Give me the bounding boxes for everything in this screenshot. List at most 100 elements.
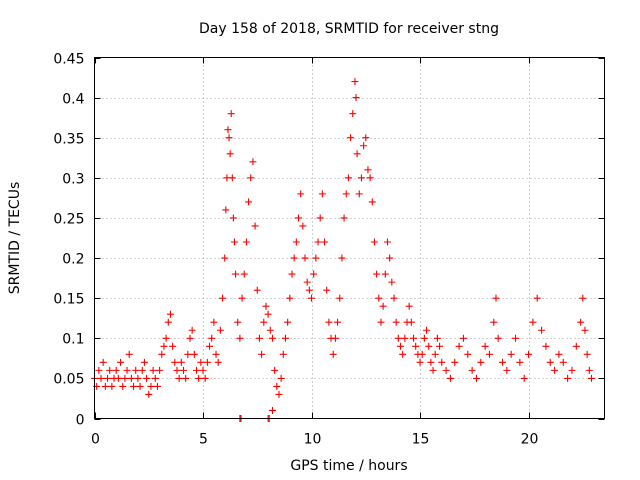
data-point — [216, 326, 224, 334]
data-point — [399, 350, 407, 358]
data-point — [175, 374, 183, 382]
data-point — [238, 294, 246, 302]
data-point — [143, 374, 151, 382]
data-point — [182, 374, 190, 382]
data-point — [149, 366, 157, 374]
data-point — [366, 174, 374, 182]
data-point — [429, 366, 437, 374]
data-point — [226, 150, 234, 158]
data-point — [188, 326, 196, 334]
data-point — [353, 150, 361, 158]
data-point — [134, 374, 142, 382]
data-point — [516, 358, 524, 366]
data-point — [342, 190, 350, 198]
data-point — [305, 286, 313, 294]
data-point — [95, 366, 103, 374]
data-point — [336, 294, 344, 302]
data-point — [364, 166, 372, 174]
data-point — [123, 366, 131, 374]
axis-ticks: 0 0.05 0.1 0.15 0.2 0.25 0.3 0.35 0.4 0.45 0 5 10 15 2… — [53, 52, 605, 448]
data-point — [101, 382, 109, 390]
data-point — [494, 334, 502, 342]
plot-frame — [94, 57, 605, 419]
data-point — [299, 222, 307, 230]
data-point — [357, 174, 365, 182]
x-tick-label: 20 — [521, 432, 539, 448]
data-point — [352, 94, 360, 102]
data-point — [199, 366, 207, 374]
data-point — [331, 334, 339, 342]
x-tick-label: 15 — [412, 432, 430, 448]
data-point — [585, 366, 593, 374]
data-point — [383, 238, 391, 246]
data-point — [132, 366, 140, 374]
data-point — [420, 334, 428, 342]
data-point — [323, 286, 331, 294]
x-tick-label: 5 — [199, 432, 208, 448]
data-point — [114, 374, 122, 382]
y-tick-label: 0.45 — [53, 52, 84, 68]
data-point — [525, 350, 533, 358]
data-point — [249, 158, 257, 166]
data-point — [318, 190, 326, 198]
data-points — [91, 78, 595, 422]
data-point — [266, 326, 274, 334]
data-point — [390, 294, 398, 302]
data-point — [171, 358, 179, 366]
data-point — [240, 270, 248, 278]
data-point — [572, 342, 580, 350]
y-tick-label: 0.2 — [62, 252, 84, 268]
data-point — [481, 342, 489, 350]
data-point — [197, 358, 205, 366]
data-point — [362, 134, 370, 142]
data-point — [442, 366, 450, 374]
data-point — [212, 350, 220, 358]
data-point — [121, 374, 129, 382]
data-point — [438, 358, 446, 366]
y-tick-label: 0.05 — [53, 372, 84, 388]
data-point — [464, 350, 472, 358]
data-point — [436, 342, 444, 350]
data-point — [279, 350, 287, 358]
data-point — [166, 310, 174, 318]
data-point — [136, 382, 144, 390]
data-point — [222, 206, 230, 214]
data-point — [193, 366, 200, 374]
data-point — [581, 326, 589, 334]
data-point — [587, 374, 595, 382]
data-point — [379, 302, 387, 310]
data-point — [559, 358, 567, 366]
x-axis-label: GPS time / hours — [290, 458, 407, 474]
data-point — [147, 382, 155, 390]
data-point — [334, 318, 342, 326]
data-point — [416, 358, 424, 366]
data-point — [284, 318, 292, 326]
data-point — [472, 374, 480, 382]
data-point — [407, 318, 415, 326]
data-point — [262, 302, 270, 310]
data-point — [225, 134, 233, 142]
data-point — [427, 358, 435, 366]
data-point — [477, 358, 485, 366]
y-tick-label: 0.35 — [53, 132, 84, 148]
data-point — [227, 110, 235, 118]
data-point — [130, 382, 138, 390]
data-point — [292, 238, 300, 246]
data-point — [286, 294, 294, 302]
data-point — [568, 366, 576, 374]
y-axis-label: SRMTID / TECUs — [7, 182, 23, 295]
data-point — [224, 126, 232, 134]
data-point — [401, 334, 409, 342]
data-point — [255, 334, 263, 342]
data-point — [275, 390, 283, 398]
data-point — [268, 334, 276, 342]
data-point — [153, 382, 161, 390]
data-point — [186, 334, 194, 342]
data-point — [583, 350, 591, 358]
data-point — [260, 318, 268, 326]
data-point — [347, 134, 355, 142]
data-point — [314, 238, 322, 246]
data-point — [160, 342, 168, 350]
data-point — [492, 294, 500, 302]
